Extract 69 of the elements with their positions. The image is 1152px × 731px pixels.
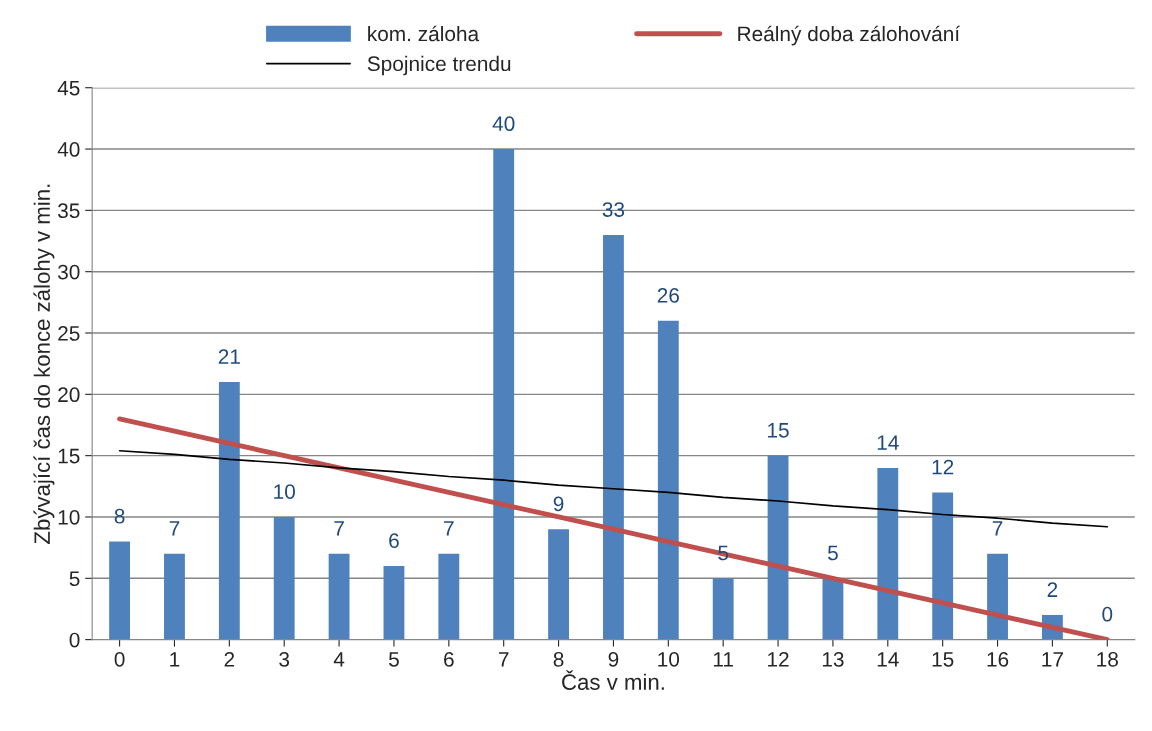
x-tick-label: 17 xyxy=(1042,652,1063,667)
y-tick-label: 30 xyxy=(57,264,80,280)
bar xyxy=(273,516,295,640)
data-label: 15 xyxy=(768,423,789,438)
y-tick-label: 35 xyxy=(57,203,80,219)
x-tick-label: 5 xyxy=(388,652,399,667)
data-label: 40 xyxy=(492,116,515,132)
bar xyxy=(109,541,131,640)
legend-label: Reálný doba zálohování xyxy=(738,25,961,46)
data-label: 33 xyxy=(602,202,625,217)
bar xyxy=(657,320,679,640)
x-axis-title: Čas v min. xyxy=(562,670,664,690)
bar xyxy=(932,492,954,640)
y-tick-label: 10 xyxy=(58,509,80,525)
y-tick-label: 20 xyxy=(58,387,80,403)
data-label: 21 xyxy=(218,349,240,364)
data-label: 8 xyxy=(114,508,125,524)
x-tick-label: 16 xyxy=(987,651,1009,667)
x-tick-label: 9 xyxy=(608,651,619,667)
x-tick-label: 18 xyxy=(1097,651,1118,667)
data-label: 7 xyxy=(992,521,1003,536)
y-tick-label: 40 xyxy=(57,142,80,157)
bar xyxy=(603,234,624,640)
y-tick-label: 15 xyxy=(58,448,80,464)
x-tick-label: 7 xyxy=(498,652,509,667)
bar xyxy=(987,553,1008,640)
data-label: 14 xyxy=(877,435,899,450)
y-tick-label: 45 xyxy=(57,80,80,96)
data-label: 9 xyxy=(553,496,564,512)
legend-label: kom. záloha xyxy=(368,25,480,42)
data-label: 12 xyxy=(932,459,954,475)
x-tick-label: 1 xyxy=(170,652,180,667)
y-tick-label: 5 xyxy=(69,571,80,587)
data-label: 26 xyxy=(657,287,679,303)
x-tick-label: 15 xyxy=(932,652,954,667)
data-label: 5 xyxy=(827,545,838,561)
bar xyxy=(712,578,734,640)
bar xyxy=(438,553,460,640)
bar xyxy=(822,578,844,640)
x-tick-label: 3 xyxy=(279,651,290,667)
data-label: 2 xyxy=(1047,582,1058,597)
bar xyxy=(218,382,240,640)
data-label: 6 xyxy=(389,533,399,549)
y-tick-label: 25 xyxy=(58,326,80,341)
bar xyxy=(767,455,789,640)
y-tick-label: 0 xyxy=(69,632,80,648)
x-tick-label: 2 xyxy=(224,651,235,667)
bar xyxy=(164,553,185,640)
x-tick-label: 8 xyxy=(553,651,564,667)
x-tick-label: 13 xyxy=(822,651,844,667)
legend-label: Spojnice trendu xyxy=(367,55,511,76)
x-tick-label: 4 xyxy=(333,652,345,667)
bar xyxy=(548,529,569,640)
x-tick-label: 10 xyxy=(658,651,680,667)
data-label: 7 xyxy=(334,521,344,536)
x-tick-label: 6 xyxy=(444,651,454,667)
bar xyxy=(383,566,405,640)
bar xyxy=(328,553,350,640)
x-tick-label: 11 xyxy=(713,652,733,667)
bar xyxy=(877,467,899,640)
y-axis-title: Zbývající čas do konce zálohy v min. xyxy=(33,184,55,544)
x-tick-label: 14 xyxy=(877,652,899,667)
data-label: 0 xyxy=(1102,606,1113,622)
data-label: 7 xyxy=(169,521,180,536)
x-tick-label: 12 xyxy=(768,651,789,667)
bar xyxy=(493,149,515,640)
x-tick-label: 0 xyxy=(114,651,125,667)
data-label: 7 xyxy=(444,521,454,536)
data-label: 10 xyxy=(274,484,295,499)
